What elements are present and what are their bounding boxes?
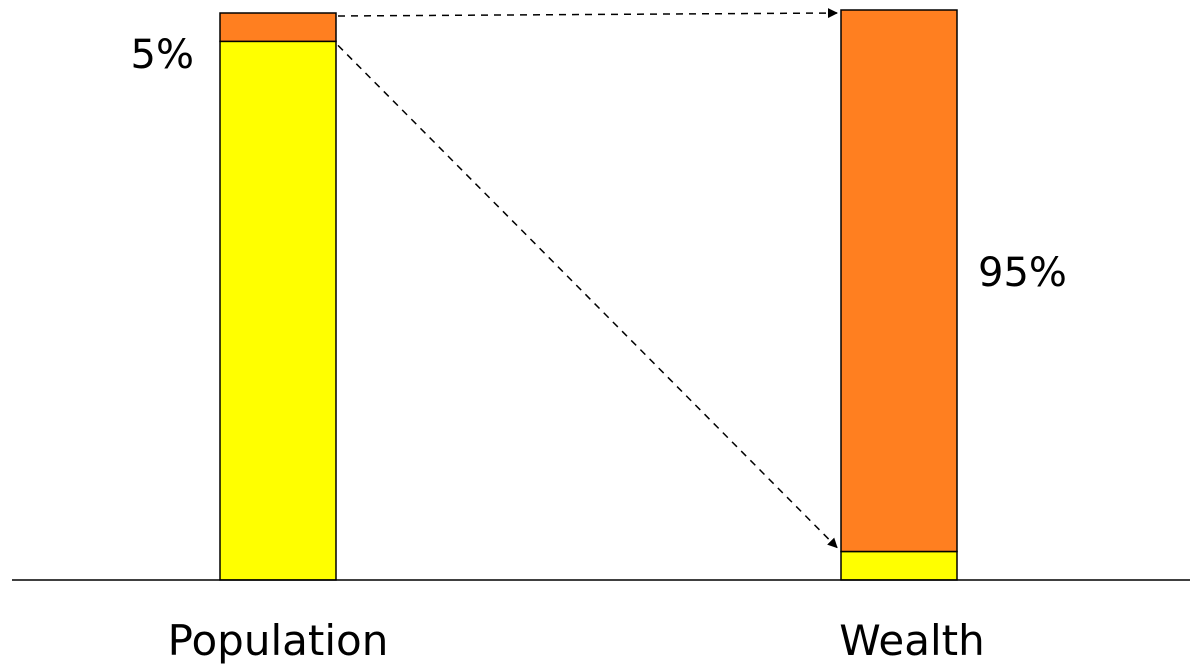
bar-wealth-top	[840, 9, 958, 553]
bar-population-top	[219, 12, 337, 43]
data-label-population: 5%	[131, 32, 194, 78]
arrow-bottom-connector	[337, 44, 838, 549]
bar-wealth-bottom	[840, 550, 958, 581]
bars-layer	[219, 9, 958, 581]
data-label-wealth: 95%	[978, 250, 1067, 296]
arrows-layer	[337, 8, 838, 549]
category-label-wealth: Wealth	[839, 616, 984, 665]
bar-population-bottom	[219, 40, 337, 581]
category-label-population: Population	[168, 616, 389, 665]
arrow-top-connector	[337, 8, 838, 19]
